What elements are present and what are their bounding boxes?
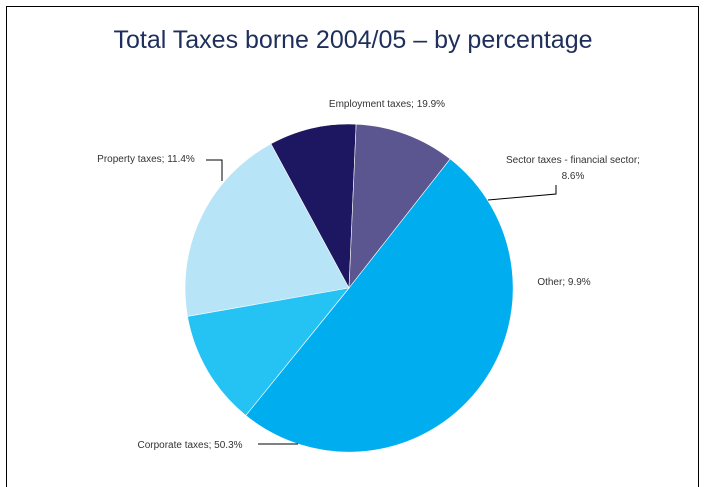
data-label-sector-taxes-financial-sector-line2: 8.6% xyxy=(562,171,585,182)
pie-slice-other xyxy=(348,123,451,289)
data-label-employment-taxes: Employment taxes; 19.9% xyxy=(329,99,445,110)
data-label-other: Other; 9.9% xyxy=(537,277,590,288)
pie-slices xyxy=(184,123,514,453)
data-label-corporate-taxes: Corporate taxes; 50.3% xyxy=(137,440,242,451)
data-label-sector-taxes-financial-sector: Sector taxes - financial sector; xyxy=(506,155,640,166)
slice-labels: Employment taxes; 19.9% Sector taxes - fi… xyxy=(97,99,640,451)
leader-lines xyxy=(206,159,557,445)
leader-line-property-taxes xyxy=(206,159,223,181)
data-label-property-taxes: Property taxes; 11.4% xyxy=(97,154,195,165)
pie-slice-sector-taxes-financial-sector xyxy=(270,123,357,290)
pie-slice-employment-taxes xyxy=(184,143,350,317)
pie-slice-corporate-taxes xyxy=(245,158,514,453)
chart-title: Total Taxes borne 2004/05 – by percentag… xyxy=(113,26,593,54)
pie-slice-property-taxes xyxy=(187,287,350,416)
leader-line-sector-taxes-financial-sector xyxy=(487,185,557,201)
